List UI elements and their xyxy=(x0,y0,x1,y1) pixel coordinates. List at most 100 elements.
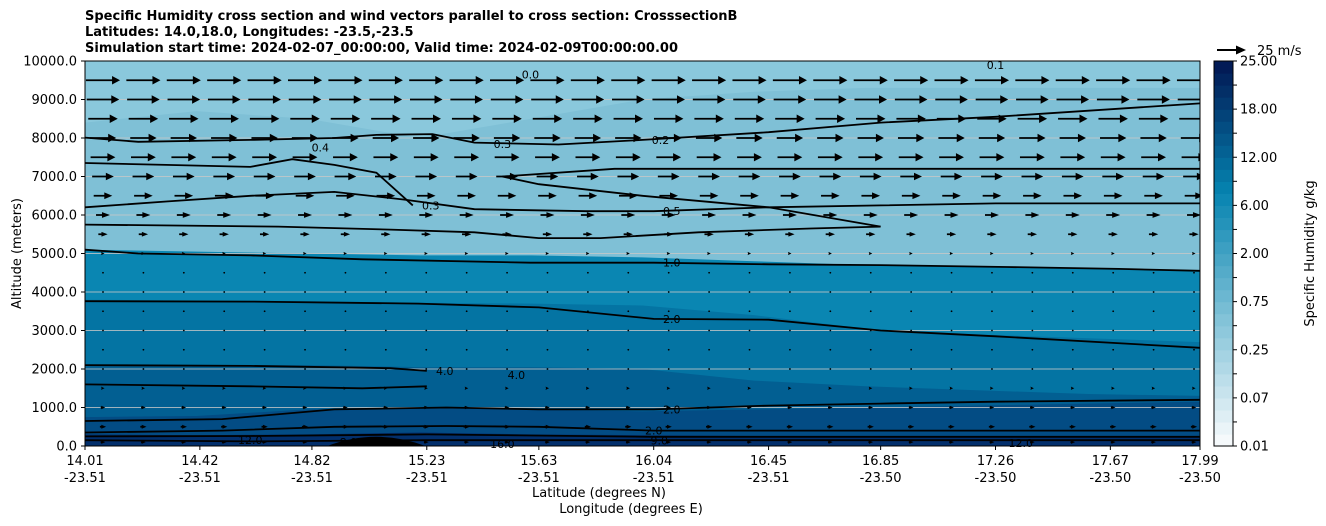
y-tick-label-10: 10000.0 xyxy=(23,55,77,70)
contour-label-extra-4: 4.0 xyxy=(508,369,526,382)
wind-vector-14-10 xyxy=(506,348,508,351)
wind-vector-16-15 xyxy=(707,386,711,390)
wind-vector-19-25 xyxy=(1110,440,1116,444)
wind-vector-14-20 xyxy=(910,348,913,351)
wind-vector-9-22 xyxy=(990,251,994,256)
contour-label-extra-6: 8.0 xyxy=(340,436,358,449)
wind-vector-5-25 xyxy=(1102,172,1125,181)
wind-vector-13-2 xyxy=(182,329,185,332)
colorbar-tick-label-2: 0.07 xyxy=(1240,391,1269,406)
wind-vector-13-21 xyxy=(950,329,953,332)
wind-vector-4-10 xyxy=(494,153,520,162)
wind-vector-10-20 xyxy=(910,271,913,274)
x-tick-lon-4: -23.51 xyxy=(518,471,560,486)
wind-vector-13-27 xyxy=(1193,329,1195,332)
wind-vector-6-8 xyxy=(416,192,436,200)
wind-vector-17-2 xyxy=(181,405,187,410)
wind-vector-7-9 xyxy=(459,212,474,218)
wind-vector-14-21 xyxy=(950,348,953,351)
wind-vector-5-23 xyxy=(1021,172,1044,181)
wind-vector-0-9 xyxy=(449,76,484,85)
contour-label-9: 2.0 xyxy=(663,403,681,416)
wind-vector-16-5 xyxy=(303,386,307,390)
wind-vector-13-5 xyxy=(304,329,306,332)
wind-vector-15-0 xyxy=(102,368,104,370)
wind-vector-19-3 xyxy=(221,440,227,444)
wind-vector-17-7 xyxy=(383,405,389,410)
wind-vector-15-5 xyxy=(304,368,306,370)
wind-vector-4-21 xyxy=(939,153,964,162)
wind-vector-1-13 xyxy=(612,95,645,104)
wind-vector-9-25 xyxy=(1111,251,1115,256)
wind-vector-18-22 xyxy=(988,424,996,429)
wind-vector-2-17 xyxy=(775,114,805,123)
wind-vector-17-14 xyxy=(666,405,672,410)
wind-vector-12-4 xyxy=(263,310,266,313)
contour-line-9 xyxy=(85,398,1200,422)
chart-title: Specific Humidity cross section and wind… xyxy=(85,9,737,57)
wind-vector-4-0 xyxy=(90,153,116,162)
wind-vector-14-2 xyxy=(182,348,185,351)
wind-vector-0-1 xyxy=(126,76,161,85)
colorbar-segment-2 xyxy=(1214,409,1233,423)
wind-vector-19-24 xyxy=(1070,440,1076,444)
wind-vector-5-1 xyxy=(132,172,155,181)
wind-vector-3-21 xyxy=(938,133,965,143)
wind-vector-3-4 xyxy=(251,133,278,143)
wind-vector-13-6 xyxy=(344,329,347,332)
wind-vector-17-5 xyxy=(302,405,308,410)
wind-vector-6-9 xyxy=(457,192,476,200)
wind-vector-3-22 xyxy=(978,133,1006,143)
wind-vector-7-7 xyxy=(378,212,393,218)
wind-vector-7-3 xyxy=(217,212,232,218)
wind-vector-0-13 xyxy=(611,76,646,85)
wind-vector-8-19 xyxy=(866,231,876,237)
wind-vector-14-15 xyxy=(708,348,711,351)
wind-vector-15-10 xyxy=(506,368,508,370)
contour-label-extra-8: 16.0 xyxy=(490,438,515,451)
wind-vector-16-20 xyxy=(909,386,913,390)
wind-vector-6-7 xyxy=(376,192,396,200)
wind-vector-13-20 xyxy=(910,329,913,332)
wind-vector-18-4 xyxy=(261,424,268,429)
wind-vector-7-10 xyxy=(500,212,515,218)
wind-vector-8-27 xyxy=(1189,231,1199,237)
wind-vector-11-9 xyxy=(465,291,468,293)
x-tick-lon-0: -23.51 xyxy=(64,471,106,486)
wind-vector-2-9 xyxy=(451,114,482,123)
wind-vector-11-17 xyxy=(789,291,791,293)
terrain xyxy=(327,436,426,446)
wind-vector-8-23 xyxy=(1027,231,1038,237)
colorbar-segment-24 xyxy=(1214,145,1233,158)
wind-vector-19-15 xyxy=(706,440,712,444)
wind-vector-15-24 xyxy=(1071,368,1074,370)
wind-vector-1-17 xyxy=(773,95,807,104)
wind-vector-10-15 xyxy=(708,271,711,274)
wind-vector-11-1 xyxy=(142,291,145,293)
wind-vector-19-21 xyxy=(949,440,954,444)
wind-vector-18-19 xyxy=(867,424,874,429)
wind-vector-15-13 xyxy=(627,368,630,370)
wind-vector-16-11 xyxy=(545,386,550,390)
wind-vector-10-4 xyxy=(263,271,266,274)
wind-vector-11-13 xyxy=(627,291,630,293)
wind-vector-12-3 xyxy=(223,310,226,313)
wind-vector-1-27 xyxy=(1177,98,1200,101)
colorbar: 0.01 0.07 0.25 0.75 2.00 6.00 12.00 18.00 25.00 S… xyxy=(1213,55,1318,455)
wind-vector-15-4 xyxy=(263,368,266,370)
wind-vector-15-9 xyxy=(465,368,468,370)
colorbar-segment-4 xyxy=(1214,385,1233,399)
wind-vector-18-15 xyxy=(706,424,713,429)
wind-vector-2-22 xyxy=(977,114,1007,123)
wind-vector-4-1 xyxy=(131,153,156,162)
wind-vector-6-27 xyxy=(1184,192,1200,200)
quiver-key-label: 25 m/s xyxy=(1257,44,1302,59)
wind-vector-13-13 xyxy=(627,329,630,332)
wind-vector-18-23 xyxy=(1029,424,1036,429)
wind-vector-18-5 xyxy=(301,424,309,429)
wind-vector-8-12 xyxy=(583,231,593,237)
wind-vector-12-2 xyxy=(182,310,185,313)
x-tick-lon-2: -23.51 xyxy=(291,471,333,486)
wind-vector-16-18 xyxy=(828,386,832,390)
wind-vector-2-21 xyxy=(936,114,967,123)
